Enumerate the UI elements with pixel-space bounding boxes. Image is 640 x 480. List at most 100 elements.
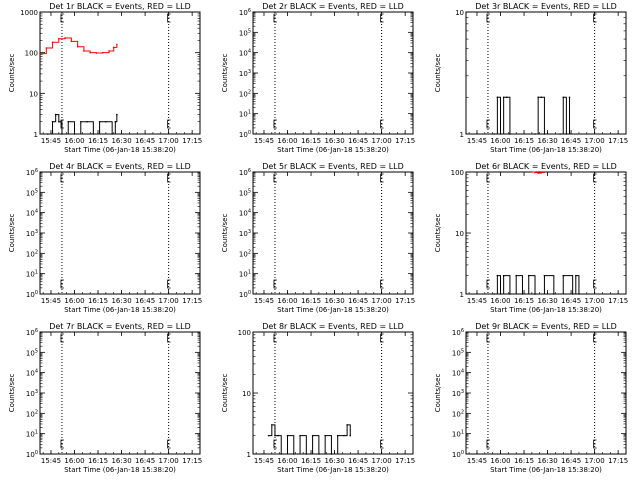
y-tick-label: 100	[239, 290, 251, 299]
series-point	[493, 133, 496, 135]
x-tick-label: 16:15	[88, 457, 108, 465]
x-tick-label: 17:15	[608, 137, 628, 145]
x-tick-label: 16:45	[135, 137, 155, 145]
y-tick-label: 102	[239, 249, 251, 258]
series-point	[318, 453, 320, 455]
y-tick-label: 106	[26, 168, 38, 177]
y-tick-label: 103	[26, 229, 38, 238]
plot-frame	[39, 331, 201, 455]
series-point	[92, 133, 95, 135]
y-tick-label: 10	[242, 390, 251, 398]
series-point	[305, 453, 308, 455]
y-tick-label: 100	[238, 329, 251, 337]
y-tick-label: 101	[26, 430, 38, 439]
x-tick-label: 17:15	[608, 457, 628, 465]
x-axis-label: Start Time (06-Jan-18 15:38:20)	[490, 146, 602, 154]
x-tick-label: 16:00	[64, 457, 84, 465]
x-tick-label: 17:00	[159, 297, 179, 305]
panel-title: Det 7r BLACK = Events, RED = LLD	[49, 322, 191, 331]
y-tick-label: 103	[239, 229, 251, 238]
marker-bracket	[167, 13, 171, 23]
series-point	[515, 274, 517, 277]
series-point	[540, 171, 543, 174]
x-tick-label: 16:00	[64, 297, 84, 305]
series-point	[280, 453, 283, 455]
y-tick-label: 106	[26, 328, 38, 337]
marker-bracket	[486, 333, 490, 343]
x-tick-label: 16:15	[301, 297, 321, 305]
marker-bracket	[60, 173, 64, 183]
series-point	[496, 274, 499, 277]
x-tick-label: 17:00	[585, 297, 605, 305]
series-point	[112, 46, 115, 49]
series-point	[324, 434, 326, 437]
series-point	[54, 113, 57, 116]
y-tick-label: 105	[452, 348, 464, 357]
x-tick-label: 16:00	[490, 137, 510, 145]
marker-bracket	[167, 173, 171, 183]
series-events-line	[494, 275, 580, 295]
panel-3: Det 3r BLACK = Events, RED = LLD 15:45 16:…	[434, 2, 628, 154]
x-axis-label: Start Time (06-Jan-18 15:38:20)	[64, 306, 176, 314]
plot-frame	[465, 11, 627, 135]
x-tick-label: 16:30	[537, 297, 557, 305]
panel-title: Det 4r BLACK = Events, RED = LLD	[49, 162, 191, 171]
x-tick-label: 16:15	[301, 137, 321, 145]
series-point	[79, 120, 82, 123]
series-point	[83, 50, 85, 52]
x-tick-label: 17:00	[372, 137, 392, 145]
y-tick-label: 1	[247, 451, 251, 459]
x-tick-label: 16:30	[537, 457, 557, 465]
y-tick-label: 102	[26, 409, 38, 418]
marker-bracket	[273, 173, 277, 183]
series-point	[277, 434, 279, 437]
y-tick-label: 101	[452, 430, 464, 439]
series-point	[537, 172, 539, 174]
x-tick-label: 16:45	[348, 457, 368, 465]
series-point	[534, 293, 536, 295]
series-point	[39, 52, 41, 55]
series-point	[98, 120, 101, 123]
series-point	[509, 293, 511, 295]
y-tick-label: 1	[460, 131, 464, 139]
x-tick-label: 17:15	[395, 457, 415, 465]
x-tick-label: 15:45	[254, 297, 274, 305]
series-point	[45, 47, 48, 49]
series-point	[95, 52, 98, 54]
marker-bracket	[380, 173, 384, 183]
x-axis-label: Start Time (06-Jan-18 15:38:20)	[277, 466, 389, 474]
y-tick-label: 106	[239, 8, 251, 17]
x-tick-label: 15:45	[467, 137, 487, 145]
x-tick-label: 16:45	[135, 297, 155, 305]
y-tick-label: 100	[452, 450, 464, 459]
marker-bracket	[486, 173, 490, 183]
series-point	[531, 171, 533, 173]
y-axis-label: Counts/sec	[434, 374, 442, 413]
x-axis-label: Start Time (06-Jan-18 15:38:20)	[277, 146, 389, 154]
y-tick-label: 106	[452, 328, 464, 337]
x-tick-label: 15:45	[467, 297, 487, 305]
x-axis-label: Start Time (06-Jan-18 15:38:20)	[490, 466, 602, 474]
y-axis-label: Counts/sec	[8, 374, 16, 413]
marker-bracket	[593, 173, 597, 183]
series-point	[499, 293, 502, 295]
x-tick-label: 16:00	[277, 457, 297, 465]
x-tick-label: 16:30	[111, 457, 131, 465]
marker-bracket	[486, 13, 490, 23]
x-tick-label: 16:30	[111, 297, 131, 305]
series-point	[89, 51, 91, 54]
y-tick-label: 105	[26, 348, 38, 357]
marker-bracket	[167, 439, 171, 449]
x-axis-label: Start Time (06-Jan-18 15:38:20)	[277, 306, 389, 314]
plot-frame	[465, 331, 627, 455]
x-tick-label: 16:15	[301, 457, 321, 465]
series-events-line	[494, 96, 571, 135]
x-tick-label: 17:00	[585, 457, 605, 465]
series-point	[568, 96, 571, 99]
panel-title: Det 3r BLACK = Events, RED = LLD	[475, 2, 617, 11]
series-point	[575, 274, 577, 277]
marker-bracket	[167, 279, 171, 289]
plot-frame	[252, 171, 414, 295]
x-tick-label: 16:15	[88, 297, 108, 305]
y-tick-label: 104	[26, 209, 38, 218]
